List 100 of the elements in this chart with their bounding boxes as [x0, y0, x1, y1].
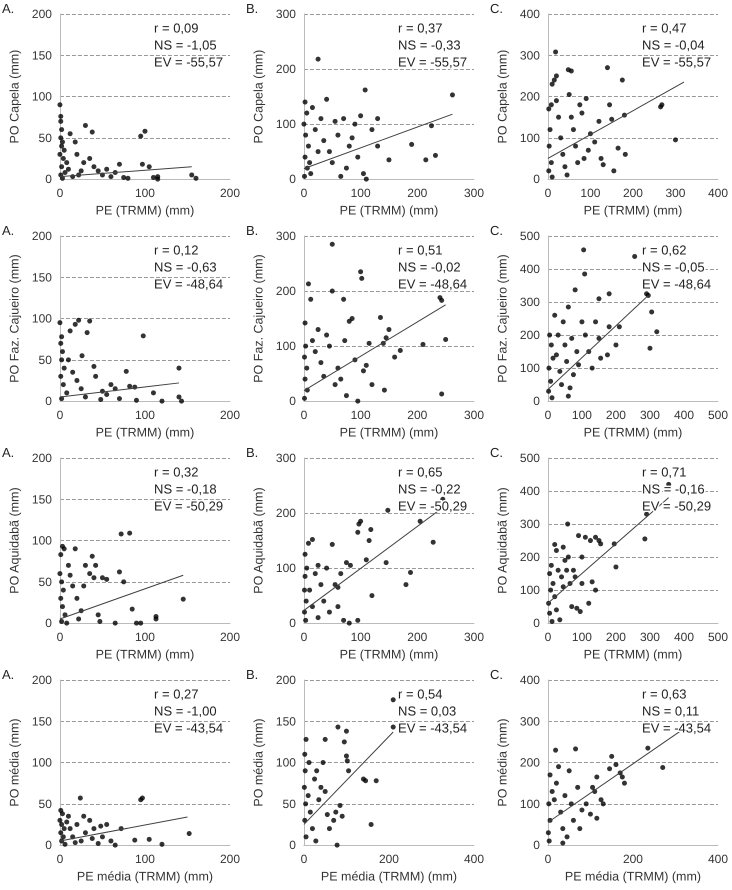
- y-axis-title: PO Aquidabã (mm): [252, 487, 266, 594]
- point: [584, 801, 589, 806]
- point: [430, 540, 436, 545]
- point: [576, 533, 582, 538]
- point: [390, 724, 396, 730]
- point: [582, 271, 588, 276]
- x-tick-label: 100: [134, 630, 156, 644]
- annotation: EV = -48,64: [154, 276, 224, 292]
- point: [66, 357, 71, 362]
- point: [428, 123, 434, 128]
- point: [62, 826, 67, 832]
- x-tick-label: 200: [622, 186, 644, 200]
- point: [62, 842, 68, 847]
- chart-title: A.: [2, 667, 14, 682]
- point: [598, 156, 604, 161]
- x-tick-label: 300: [464, 186, 484, 200]
- point: [364, 557, 369, 562]
- point: [386, 157, 392, 162]
- annotation: r = 0,71: [642, 464, 687, 480]
- point: [338, 802, 343, 808]
- x-tick-label: 400: [674, 408, 694, 422]
- point: [332, 118, 338, 124]
- point: [154, 616, 159, 622]
- point: [180, 596, 186, 602]
- y-tick-label: 200: [520, 90, 540, 104]
- y-tick-label: 0: [289, 394, 296, 408]
- point: [64, 390, 70, 396]
- point: [562, 558, 568, 563]
- point: [57, 152, 62, 157]
- point: [321, 138, 326, 144]
- point: [573, 144, 578, 149]
- point: [124, 368, 129, 374]
- y-tick-label: 150: [32, 714, 52, 728]
- point: [306, 540, 311, 546]
- chart-title: B.: [246, 667, 258, 682]
- point: [568, 114, 574, 120]
- point: [579, 319, 584, 324]
- point: [366, 538, 372, 544]
- point: [341, 618, 346, 623]
- point: [116, 162, 122, 167]
- annotation: r = 0,63: [642, 686, 687, 702]
- point: [418, 518, 423, 524]
- point: [348, 562, 353, 568]
- point: [613, 342, 618, 348]
- point: [318, 582, 324, 588]
- point: [78, 796, 83, 801]
- x-tick-label: 300: [464, 408, 484, 422]
- point: [552, 312, 558, 318]
- point: [64, 819, 70, 824]
- x-axis-title: PE (TRMM) (mm): [96, 426, 194, 440]
- point: [59, 164, 64, 170]
- annotation: EV = -48,64: [642, 276, 712, 292]
- point: [104, 392, 110, 397]
- point: [312, 349, 318, 354]
- point: [90, 836, 95, 841]
- point: [58, 118, 64, 124]
- point: [645, 746, 650, 751]
- point: [312, 127, 318, 132]
- point: [432, 152, 438, 158]
- point: [604, 65, 610, 70]
- x-tick-label: 100: [350, 630, 371, 644]
- annotation: NS = -0,33: [398, 38, 461, 52]
- point: [554, 98, 559, 104]
- point: [375, 144, 380, 149]
- point: [87, 571, 92, 576]
- point: [547, 332, 552, 338]
- point: [550, 618, 555, 624]
- y-tick-label: 150: [32, 48, 52, 62]
- point: [590, 579, 595, 584]
- chart-title: A.: [2, 445, 14, 460]
- point: [74, 378, 80, 383]
- point: [346, 768, 352, 774]
- point: [330, 288, 335, 294]
- point: [97, 618, 102, 624]
- x-tick-label: 0: [544, 852, 552, 866]
- point: [70, 370, 76, 375]
- point: [72, 139, 78, 144]
- point: [93, 374, 98, 379]
- annotation: EV = -43,54: [398, 720, 468, 736]
- point: [562, 793, 568, 798]
- x-tick-label: 0: [544, 630, 552, 644]
- point: [316, 615, 321, 620]
- point: [358, 518, 364, 524]
- point: [606, 291, 612, 296]
- point: [318, 116, 324, 122]
- point: [78, 386, 84, 392]
- y-tick-label: 0: [533, 394, 540, 408]
- point: [577, 826, 582, 832]
- point: [159, 398, 164, 404]
- point: [108, 174, 114, 180]
- point: [193, 176, 198, 181]
- x-axis-title: PE média (TRMM) (mm): [76, 870, 214, 884]
- y-tick-label: 200: [276, 673, 296, 687]
- annotation: NS = -0,63: [154, 260, 217, 274]
- chart-title: C.: [490, 667, 503, 682]
- point: [326, 344, 332, 349]
- point: [98, 396, 104, 402]
- point: [308, 171, 314, 176]
- point: [302, 320, 308, 326]
- point: [132, 838, 138, 843]
